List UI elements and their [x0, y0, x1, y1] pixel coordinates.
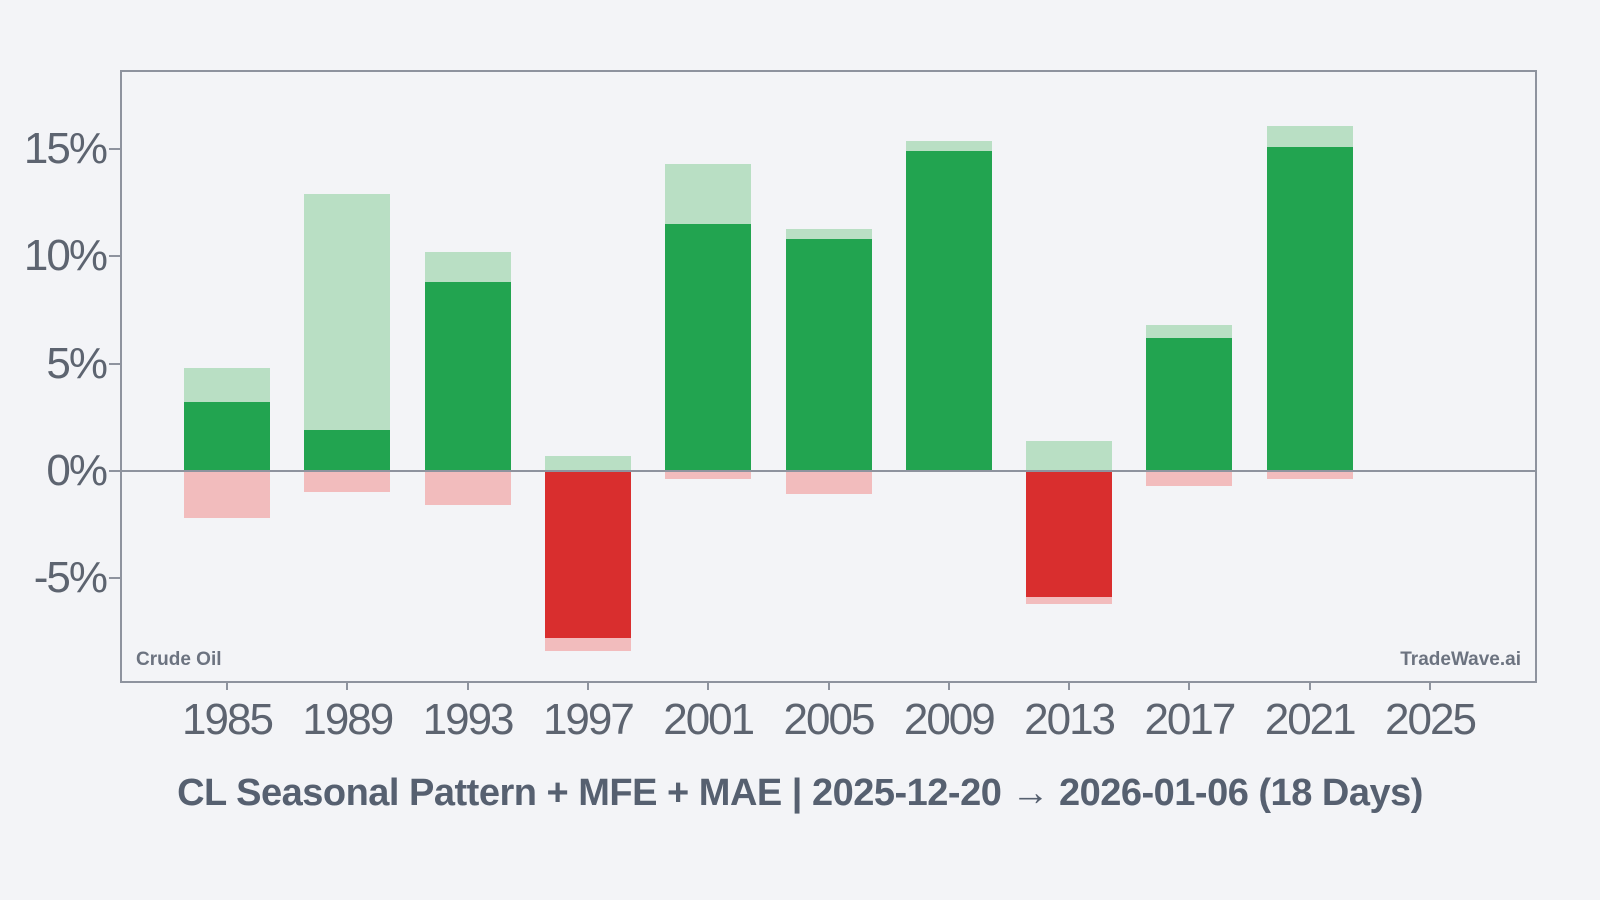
y-tick-mark: [109, 362, 120, 365]
seasonal-return-bar-positive: [1266, 147, 1353, 471]
x-tick-label: 2021: [1264, 695, 1357, 744]
x-tick-mark: [947, 681, 950, 690]
x-tick-label: 1989: [302, 695, 394, 744]
seasonal-return-bar-negative: [1026, 470, 1113, 598]
axis-layer: 1985 1989 1993 1997 2001 2005 2009 2013 2017 2021…: [24, 72, 1535, 744]
y-tick-mark: [109, 148, 120, 151]
seasonal-return-bar-positive: [785, 239, 872, 471]
mfe-bar: [304, 194, 391, 471]
x-tick-mark: [1188, 681, 1191, 690]
seasonal-return-bar-positive: [905, 151, 992, 471]
y-tick-label: 0%: [46, 445, 108, 495]
seasonal-return-bar-positive: [184, 402, 270, 471]
x-tick-label: 2017: [1144, 695, 1236, 744]
y-tick-label: -5%: [33, 553, 108, 603]
x-tick-label: 1993: [422, 695, 515, 744]
seasonal-return-bar-positive: [304, 430, 391, 471]
x-tick-label: 1985: [182, 695, 274, 744]
x-tick-label: 2001: [663, 695, 755, 744]
x-tick-mark: [226, 681, 228, 690]
x-tick-mark: [1308, 681, 1311, 690]
seasonal-return-bar-positive: [1146, 337, 1233, 471]
x-tick-mark: [707, 681, 710, 690]
mae-bar: [424, 470, 511, 506]
y-tick-mark: [109, 469, 120, 472]
mae-bar: [665, 470, 752, 480]
seasonal-return-bar-positive: [665, 224, 752, 471]
x-tick-label: 2025: [1385, 695, 1477, 744]
mae-bar: [184, 470, 270, 519]
mfe-bar: [544, 455, 631, 471]
x-tick-label: 1997: [542, 695, 635, 744]
x-tick-mark: [827, 681, 830, 690]
mae-bar: [304, 470, 391, 493]
mae-bar: [1146, 470, 1233, 486]
x-tick-mark: [1068, 681, 1071, 690]
brand-label: TradeWave.ai: [1400, 649, 1521, 670]
y-tick-label: 5%: [46, 338, 108, 388]
mae-bar: [1266, 470, 1353, 480]
bars-layer: [122, 72, 1535, 681]
x-tick-mark: [586, 681, 589, 690]
zero-baseline: [122, 469, 1535, 472]
instrument-label: Crude Oil: [136, 649, 222, 670]
x-tick-label: 2005: [783, 695, 876, 744]
plot-area: 1985 1989 1993 1997 2001 2005 2009 2013 2017 2021…: [24, 70, 1537, 744]
x-tick-mark: [1429, 681, 1431, 690]
x-tick-mark: [466, 681, 469, 690]
seasonal-return-bar-negative: [544, 470, 631, 639]
chart-title: CL Seasonal Pattern + MFE + MAE | 2025-1…: [177, 772, 1423, 814]
x-tick-label: 2009: [903, 695, 996, 744]
mae-bar: [785, 470, 872, 495]
y-tick-label: 10%: [23, 231, 108, 281]
x-tick-label: 2013: [1024, 695, 1116, 744]
y-tick-label: 15%: [23, 124, 108, 174]
mfe-bar: [1026, 440, 1113, 471]
seasonal-return-bar-positive: [424, 282, 511, 471]
x-tick-mark: [346, 681, 349, 690]
y-tick-mark: [109, 577, 120, 580]
y-tick-mark: [109, 255, 120, 258]
